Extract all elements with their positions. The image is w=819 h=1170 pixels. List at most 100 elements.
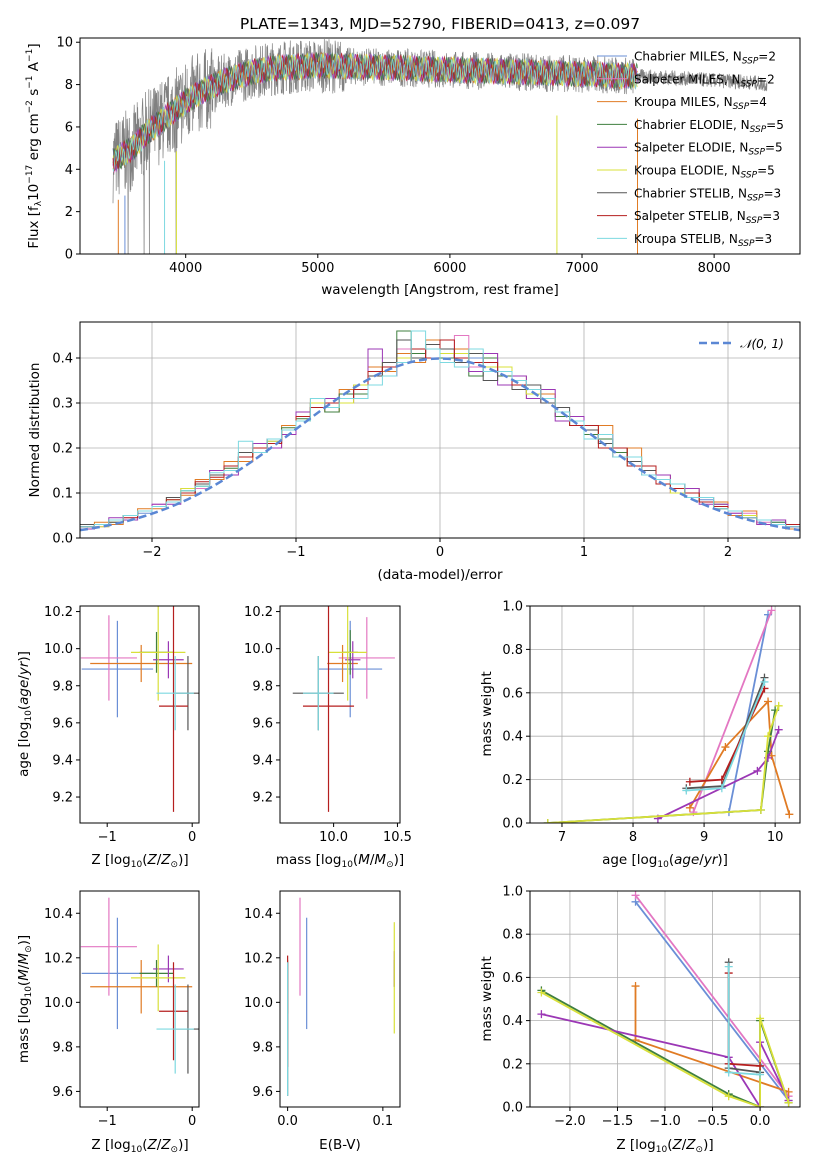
spectrum-x-tick-label: 8000 bbox=[698, 261, 731, 276]
mass-weight-vs-Z-y-tick-label: 0.8 bbox=[502, 928, 523, 943]
mass-weight-vs-age-series-line-7 bbox=[689, 688, 766, 783]
mass-weight-vs-age-series-line-5 bbox=[547, 705, 780, 823]
residual-y-tick-label: 0.2 bbox=[52, 442, 73, 457]
mass-weight-vs-Z-point-marker-5-2 bbox=[756, 1103, 765, 1107]
mass-weight-vs-Z-series-line-6 bbox=[727, 962, 761, 1074]
mass-weight-vs-age-point-marker-5-0 bbox=[543, 819, 552, 823]
mass-weight-vs-Z-y-tick-label: 1.0 bbox=[502, 885, 523, 900]
mass-weight-vs-Z-point-marker-8-0 bbox=[724, 962, 733, 971]
age-vs-mass-panel: 10.0 10.5 9.2 9.4 9.6 9.8 10.0 10.2 mass [log1… bbox=[244, 605, 412, 870]
residual-y-tick-label: 0.1 bbox=[52, 487, 73, 502]
weight-vs-age-x-label: age [log10(age/yr)] bbox=[602, 852, 728, 870]
mass-vs-Z-y-tick-label: 9.6 bbox=[52, 1085, 73, 1100]
weight-vs-age-y-label: mass weight bbox=[479, 671, 495, 756]
legend-label-7: Salpeter STELIB, NSSP=3 bbox=[634, 209, 780, 226]
mass-weight-vs-Z-point-marker-2-0 bbox=[631, 982, 640, 991]
spectrum-y-ticks: 0 2 4 6 8 10 bbox=[56, 36, 80, 263]
mass-weight-vs-age-x-tick-label: 7 bbox=[558, 830, 566, 845]
mass-vs-ebv-x-ticks: 0.0 0.1 bbox=[277, 1107, 393, 1129]
mass-weight-vs-Z-y-tick-label: 0.2 bbox=[502, 1057, 523, 1072]
mass-weight-vs-Z-y-tick-label: 0.0 bbox=[502, 1101, 523, 1116]
weight-vs-age-grid bbox=[530, 605, 800, 824]
age-vs-mass-y-tick-label: 9.6 bbox=[252, 716, 273, 731]
mass-weight-vs-Z-x-tick-label: −1.0 bbox=[649, 1114, 681, 1129]
mass-weight-vs-age-y-tick-label: 0.4 bbox=[502, 730, 523, 745]
age-vs-z-x-label: Z [log10(Z/Z⊙)] bbox=[91, 852, 188, 870]
age-vs-z-x-ticks: −1 0 bbox=[98, 823, 196, 845]
mass-vs-Z-x-tick-label: −1 bbox=[98, 1114, 117, 1129]
mass-weight-vs-Z-y-tick-label: 0.4 bbox=[502, 1014, 523, 1029]
mass-weight-vs-Z-series-line-4 bbox=[541, 1013, 790, 1107]
legend-label-1: Salpeter MILES, NSSP=2 bbox=[634, 72, 775, 89]
mass-vs-ebv-y-tick-label: 9.6 bbox=[252, 1085, 273, 1100]
mass-weight-vs-age-point-marker-2-1 bbox=[721, 743, 730, 752]
mass-weight-vs-Z-x-tick-label: −1.5 bbox=[602, 1114, 634, 1129]
age-vs-mass-x-label: mass [log10(M/M⊙)] bbox=[276, 852, 404, 870]
mass-vs-ebv-plot-area bbox=[287, 897, 395, 1096]
mass-weight-vs-age-x-tick-label: 9 bbox=[700, 830, 708, 845]
mass-weight-vs-Z-series-line-1 bbox=[634, 894, 790, 1097]
age-vs-mass-plot-area bbox=[292, 606, 395, 812]
mass-weight-vs-age-series-line-4 bbox=[657, 729, 780, 820]
age-vs-mass-y-tick-label: 10.2 bbox=[244, 605, 273, 620]
age-vs-Z-y-tick-label: 9.6 bbox=[52, 716, 73, 731]
spectrum-y-tick-label: 4 bbox=[65, 163, 73, 178]
spectrum-y-tick-label: 8 bbox=[65, 78, 73, 93]
mass-vs-z-y-label: mass [log10(M/M⊙)] bbox=[16, 935, 34, 1063]
residual-x-tick-label: 0 bbox=[436, 545, 444, 560]
legend-label-4: Salpeter ELODIE, NSSP=5 bbox=[634, 141, 783, 158]
mass-weight-vs-age-point-marker-2-2 bbox=[764, 697, 773, 706]
mass-vs-z-x-ticks: −1 0 bbox=[98, 1107, 196, 1129]
mass-weight-vs-Z-point-marker-4-0 bbox=[537, 1010, 546, 1019]
mass-weight-vs-age-point-marker-8-0 bbox=[682, 786, 691, 795]
weight-vs-age-panel: 7 8 9 10 0.0 0.2 0.4 0.6 0.8 1.0 age [log10(age/… bbox=[479, 600, 801, 870]
mass-weight-vs-Z-point-marker-7-2 bbox=[756, 1061, 765, 1070]
spectrum-plot-area bbox=[112, 38, 768, 254]
residual-y-tick-label: 0.0 bbox=[52, 532, 73, 547]
mass-weight-vs-Z-point-marker-5-0 bbox=[537, 988, 546, 997]
spectrum-y-tick-label: 10 bbox=[56, 36, 73, 51]
mass-weight-vs-age-y-tick-label: 0.6 bbox=[502, 686, 523, 701]
mass-weight-vs-age-y-tick-label: 0.2 bbox=[502, 773, 523, 788]
age-vs-z-panel: −1 0 9.2 9.4 9.6 9.8 10.0 10.2 Z [log10(Z/Z⊙)]… bbox=[16, 605, 200, 870]
mass-vs-ebv-y-tick-label: 10.4 bbox=[244, 907, 273, 922]
mass-weight-vs-Z-x-tick-label: −0.5 bbox=[697, 1114, 729, 1129]
mass-weight-vs-Z-point-marker-8-1 bbox=[724, 1068, 733, 1077]
age-vs-mass-x-ticks: 10.0 10.5 bbox=[319, 823, 412, 845]
model-spectrum-line-8 bbox=[112, 52, 638, 172]
mass-vs-ebv-frame bbox=[279, 890, 401, 1108]
mass-weight-vs-Z-point-marker-8-2 bbox=[756, 1070, 765, 1079]
spectrum-x-tick-label: 5000 bbox=[301, 261, 334, 276]
age-vs-Z-y-tick-label: 10.0 bbox=[44, 642, 73, 657]
weight-vs-z-panel: −2.0 −1.5 −1.0 −0.5 0.0 0.0 0.2 0.4 0.6 0.8 1.0 Z… bbox=[479, 885, 801, 1155]
age-vs-mass-x-tick-label: 10.0 bbox=[319, 830, 348, 845]
age-vs-Z-x-tick-label: 0 bbox=[188, 830, 196, 845]
mass-weight-vs-age-x-tick-label: 8 bbox=[629, 830, 637, 845]
mass-vs-ebv-x-label: E(B-V) bbox=[319, 1137, 361, 1153]
spectrum-frame bbox=[79, 37, 801, 255]
histogram-step-line-8 bbox=[80, 330, 800, 538]
residual-panel: −2 −1 0 1 2 0.0 0.1 0.2 0.3 0.4 (data-model)/err… bbox=[27, 321, 801, 583]
residual-x-tick-label: −2 bbox=[142, 545, 161, 560]
legend-label-8: Kroupa STELIB, NSSP=3 bbox=[634, 232, 772, 249]
age-vs-mass-y-tick-label: 10.0 bbox=[244, 642, 273, 657]
mass-weight-vs-age-point-marker-2-0 bbox=[685, 803, 694, 812]
residual-x-tick-label: 1 bbox=[580, 545, 588, 560]
mass-vs-Z-y-tick-label: 10.0 bbox=[44, 996, 73, 1011]
mass-weight-vs-age-point-marker-5-2 bbox=[764, 732, 773, 741]
spectrum-y-tick-label: 0 bbox=[65, 248, 73, 263]
mass-vs-ebv-x-tick-label: 0.0 bbox=[277, 1114, 298, 1129]
mass-weight-vs-age-x-tick-label: 10 bbox=[767, 830, 784, 845]
weight-vs-z-plot-area bbox=[537, 891, 793, 1107]
age-vs-Z-y-tick-label: 9.4 bbox=[52, 753, 73, 768]
residual-x-tick-label: 2 bbox=[724, 545, 732, 560]
legend-label-5: Kroupa ELODIE, NSSP=5 bbox=[634, 164, 775, 181]
mass-vs-z-panel: −1 0 9.6 9.8 10.0 10.2 10.4 Z [log10(Z/Z⊙)] m… bbox=[16, 890, 200, 1155]
weight-vs-age-x-ticks: 7 8 9 10 bbox=[558, 823, 784, 845]
residual-y-label: Normed distribution bbox=[27, 363, 43, 498]
weight-vs-z-x-label: Z [log10(Z/Z⊙)] bbox=[616, 1137, 713, 1155]
mass-weight-vs-age-point-marker-2-4 bbox=[785, 810, 794, 819]
mass-vs-ebv-y-tick-label: 10.2 bbox=[244, 951, 273, 966]
spectrum-x-label: wavelength [Angstrom, rest frame] bbox=[321, 282, 559, 298]
residual-y-ticks: 0.0 0.1 0.2 0.3 0.4 bbox=[52, 352, 80, 547]
